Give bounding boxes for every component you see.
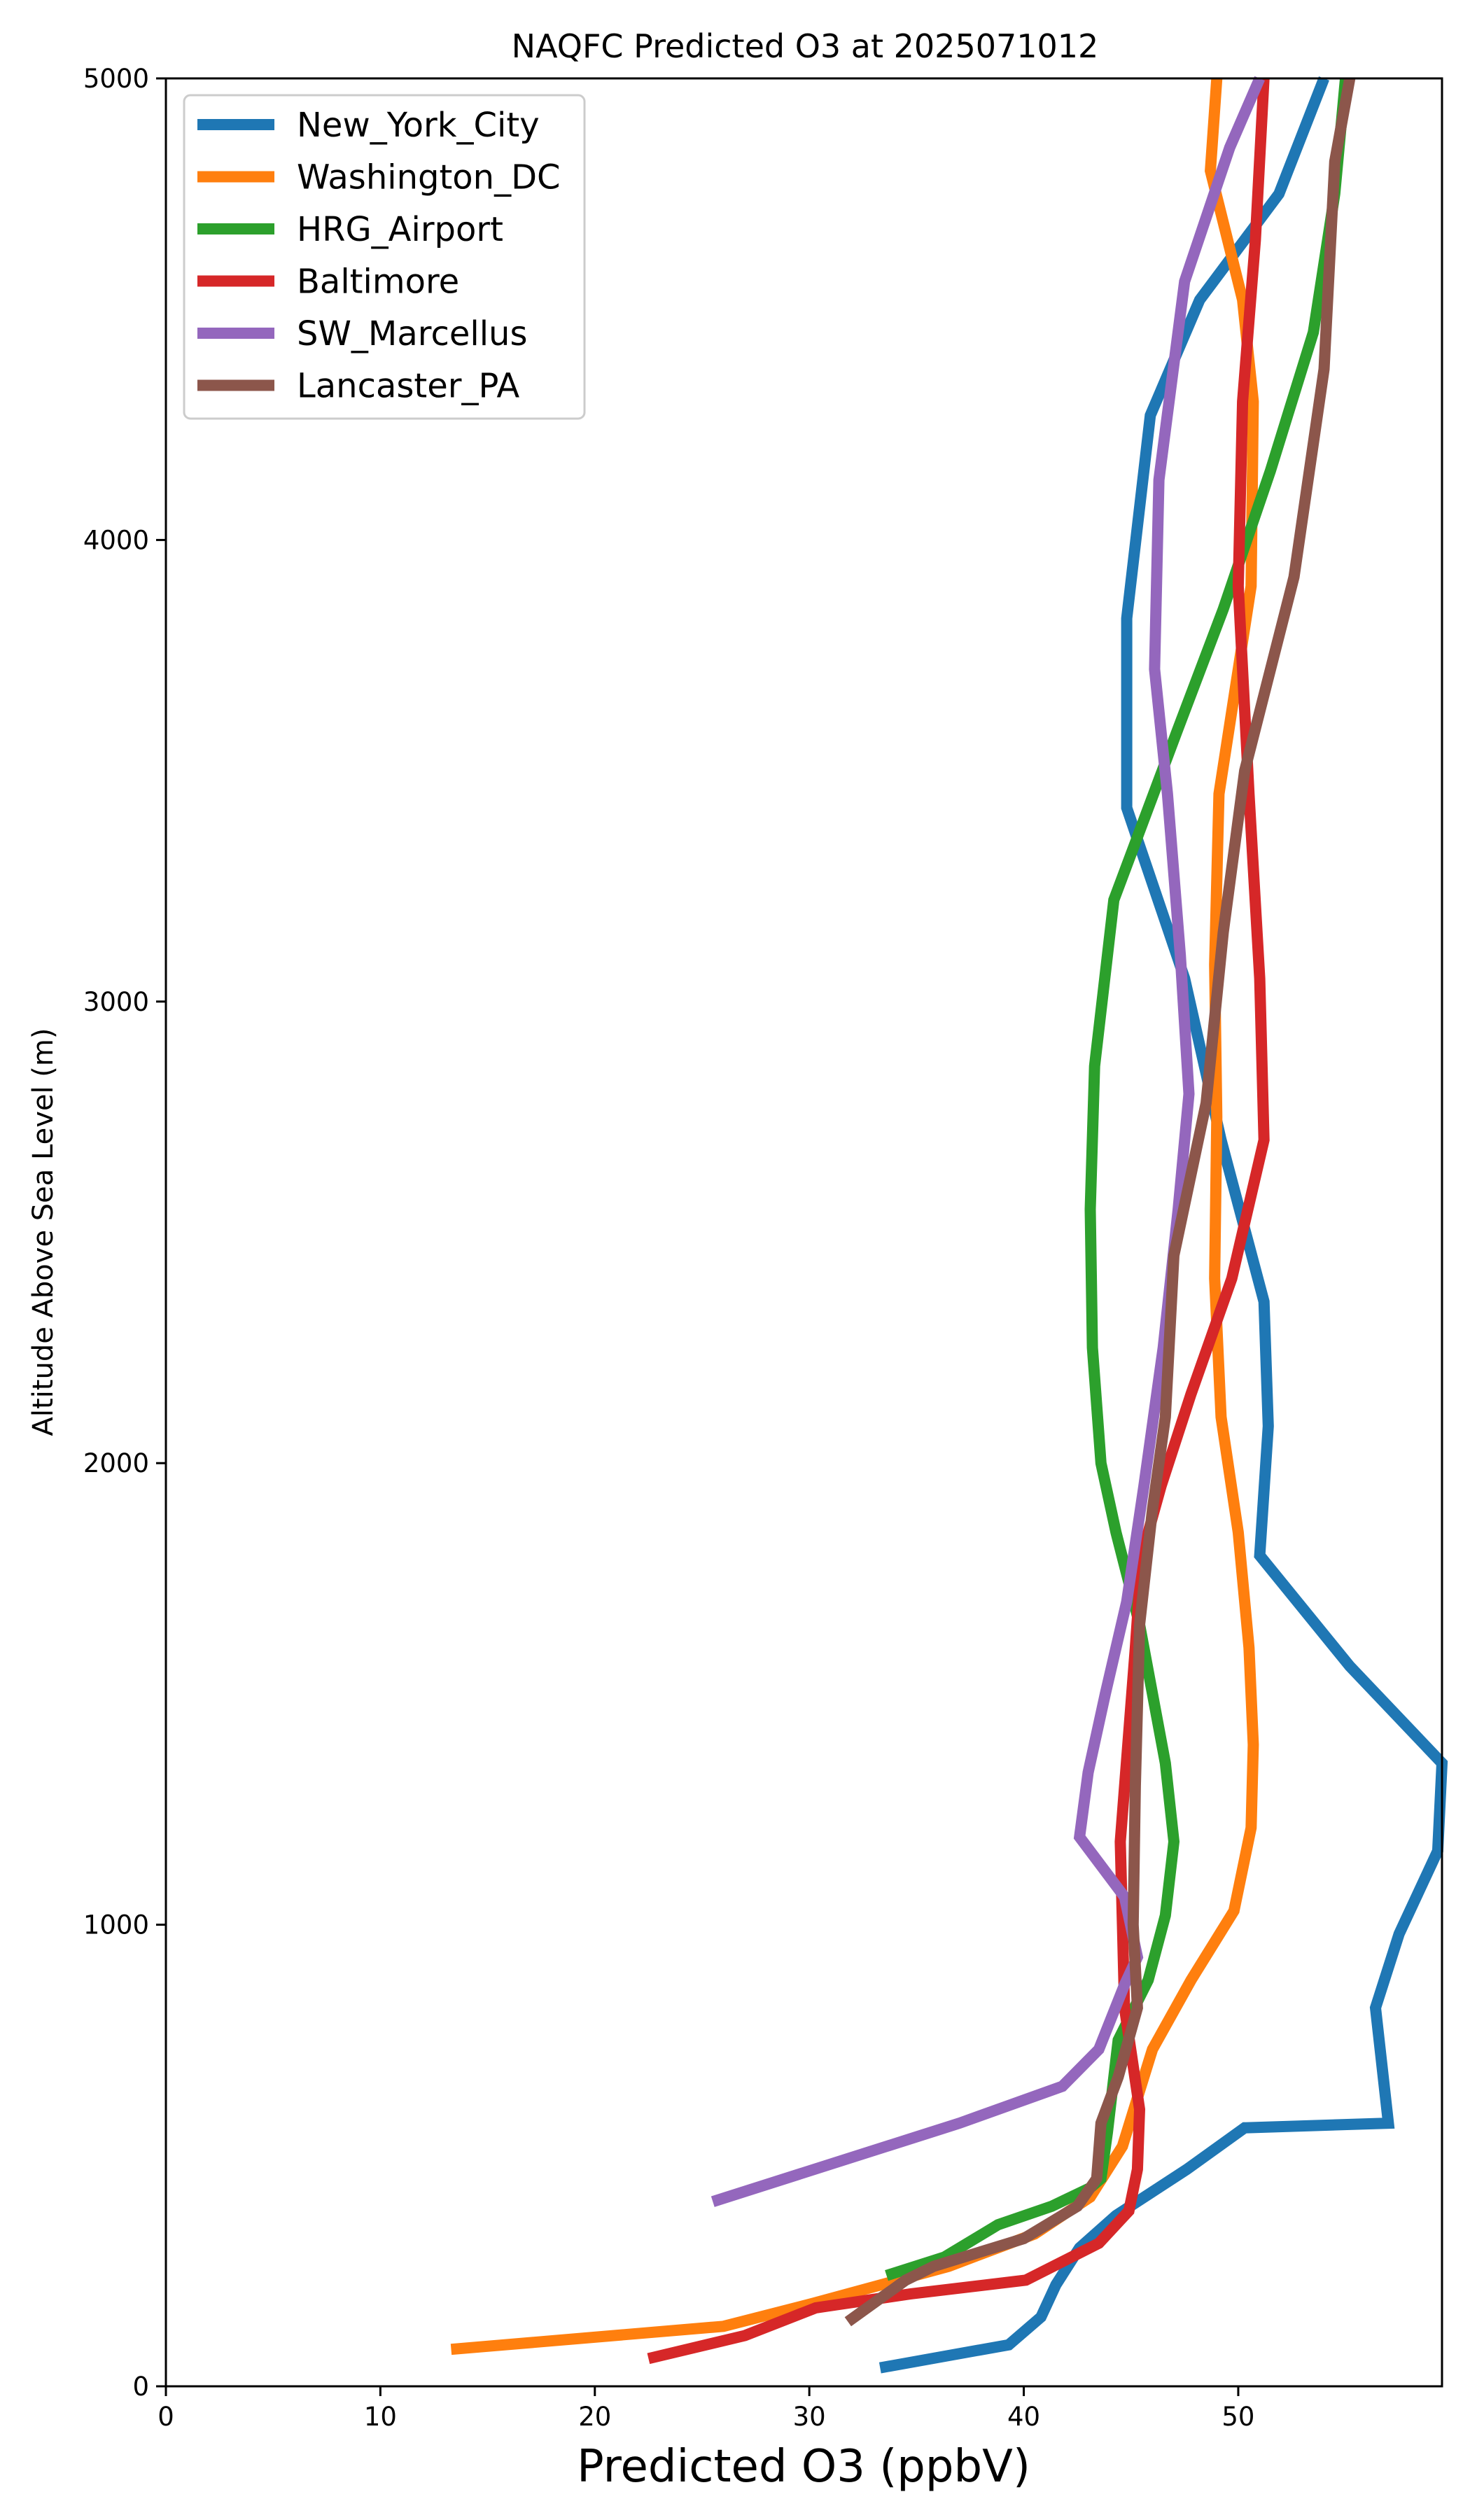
- x-tick-label: 40: [1007, 2402, 1040, 2432]
- chart-title: NAQFC Predicted O3 at 2025071012: [512, 27, 1099, 65]
- y-tick-label: 5000: [83, 64, 149, 94]
- legend-label: SW_Marcellus: [297, 314, 527, 354]
- y-tick-label: 1000: [83, 1910, 149, 1940]
- y-axis: 0 1000 2000 3000 4000 5000: [83, 64, 166, 2402]
- x-tick-label: 0: [158, 2402, 174, 2432]
- legend: New_York_City Washington_DC HRG_Airport Bal…: [183, 94, 586, 420]
- series-line-lancaster-pa: [844, 77, 1356, 2327]
- y-tick-label: 0: [132, 2372, 149, 2402]
- y-tick-label: 3000: [83, 987, 149, 1017]
- y-axis-label: Altitude Above Sea Level (m): [27, 1028, 59, 1436]
- plot-frame: [164, 77, 1443, 2388]
- x-tick-label: 30: [793, 2402, 826, 2432]
- legend-label: New_York_City: [297, 106, 540, 145]
- x-tick-label: 10: [364, 2402, 397, 2432]
- x-axis-label: Predicted O3 (ppbV): [577, 2441, 1030, 2493]
- y-tick-label: 4000: [83, 525, 149, 555]
- x-axis: 0 10 20 30 40 50: [158, 2386, 1254, 2432]
- legend-label: Washington_DC: [297, 158, 561, 197]
- x-tick-label: 20: [578, 2402, 611, 2432]
- legend-label: Lancaster_PA: [297, 367, 519, 406]
- series-layer: [450, 76, 1448, 2374]
- y-tick-label: 2000: [83, 1448, 149, 1478]
- series-line-hrg-airport: [885, 78, 1352, 2281]
- series-line-sw-marcellus: [710, 76, 1265, 2207]
- legend-box: [183, 94, 586, 420]
- legend-label: HRG_Airport: [297, 210, 503, 249]
- x-tick-label: 50: [1222, 2402, 1254, 2432]
- legend-label: Baltimore: [297, 262, 459, 302]
